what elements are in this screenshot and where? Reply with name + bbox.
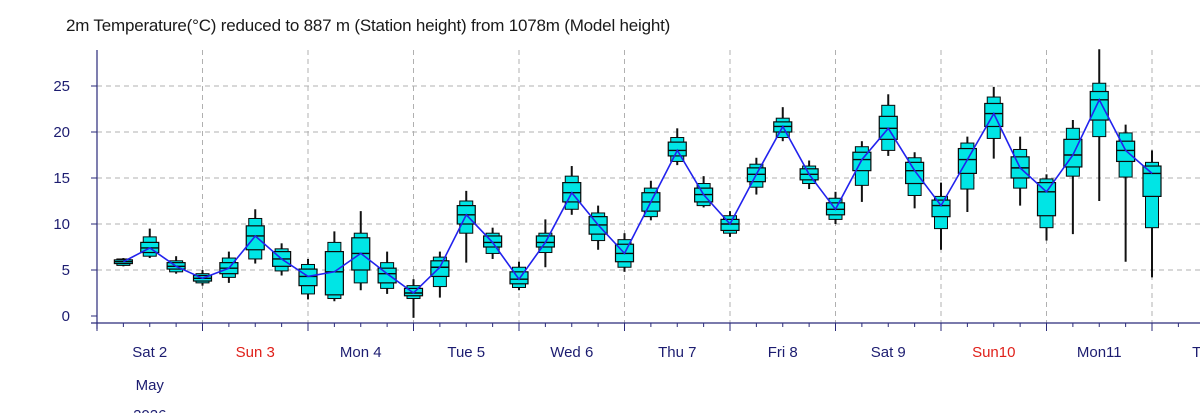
- y-tick-label: 15: [53, 170, 70, 187]
- x-day-label: Mon11: [1077, 344, 1122, 361]
- temperature-box: [773, 107, 793, 142]
- y-tick-label: 20: [53, 124, 70, 141]
- x-day-label: Sun10: [972, 344, 1015, 361]
- y-axis-tick-labels: 0 5 10 15 20 25: [53, 78, 70, 325]
- inner-box: [509, 271, 529, 285]
- x-axis-day-labels: Sat 2 Sun 3 Mon 4 Tue 5 Wed 6 Thu 7 Fri 8 Sat 9…: [132, 344, 1200, 413]
- temperature-box: [1089, 49, 1109, 201]
- x-day-label: Fri 8: [768, 344, 798, 361]
- x-day-label: Thu 7: [658, 344, 696, 361]
- chart-axes: [91, 50, 1200, 331]
- temperature-box: [588, 205, 608, 250]
- median-line: [123, 98, 1153, 295]
- x-day-label: Tue: [1192, 344, 1200, 361]
- x-day-label: Sun 3: [236, 344, 275, 361]
- x-year-label: 2026: [133, 407, 166, 413]
- x-day-label: Wed 6: [550, 344, 593, 361]
- y-tick-label: 5: [62, 262, 70, 279]
- x-day-label: Sat 9: [871, 344, 906, 361]
- y-tick-label: 0: [62, 308, 70, 325]
- temperature-box: [324, 231, 344, 302]
- temperature-box: [113, 258, 133, 267]
- chart-title: 2m Temperature(°C) reduced to 887 m (Sta…: [66, 16, 671, 35]
- temperature-box: [1116, 124, 1136, 262]
- temperature-box: [1063, 120, 1083, 235]
- x-day-label: Tue 5: [447, 344, 485, 361]
- temperature-box: [1010, 136, 1030, 206]
- temperature-box: [430, 251, 450, 298]
- x-day-label: Mon 4: [340, 344, 382, 361]
- inner-box: [852, 151, 872, 172]
- temperature-box: [166, 256, 186, 274]
- temperature-box: [509, 261, 529, 291]
- temperature-box: [562, 166, 582, 215]
- x-month-label: May: [136, 377, 165, 394]
- temperature-box: [905, 152, 925, 209]
- grid-lines: [97, 50, 1200, 323]
- temperature-box: [1142, 150, 1162, 278]
- inner-box: [1089, 90, 1109, 121]
- temperature-box: [403, 279, 424, 318]
- temperature-box: [878, 94, 898, 156]
- temperature-box: [298, 258, 318, 300]
- temperature-box: [140, 228, 160, 259]
- inner-box: [1142, 165, 1162, 197]
- y-tick-label: 25: [53, 78, 70, 95]
- temperature-box: [931, 182, 951, 250]
- temperature-box: [351, 211, 371, 291]
- inner-box: [1036, 182, 1057, 217]
- x-day-label: Sat 2: [132, 344, 167, 361]
- temperature-box: [245, 209, 265, 264]
- temperature-box: [1036, 174, 1057, 241]
- ensemble-boxes: [113, 49, 1162, 318]
- y-tick-label: 10: [53, 216, 70, 233]
- temperature-box: [984, 86, 1004, 159]
- inner-box: [377, 267, 397, 284]
- inner-box: [905, 161, 925, 185]
- inner-box: [245, 225, 265, 251]
- median-line-layer: [123, 98, 1153, 295]
- inner-box: [931, 199, 951, 218]
